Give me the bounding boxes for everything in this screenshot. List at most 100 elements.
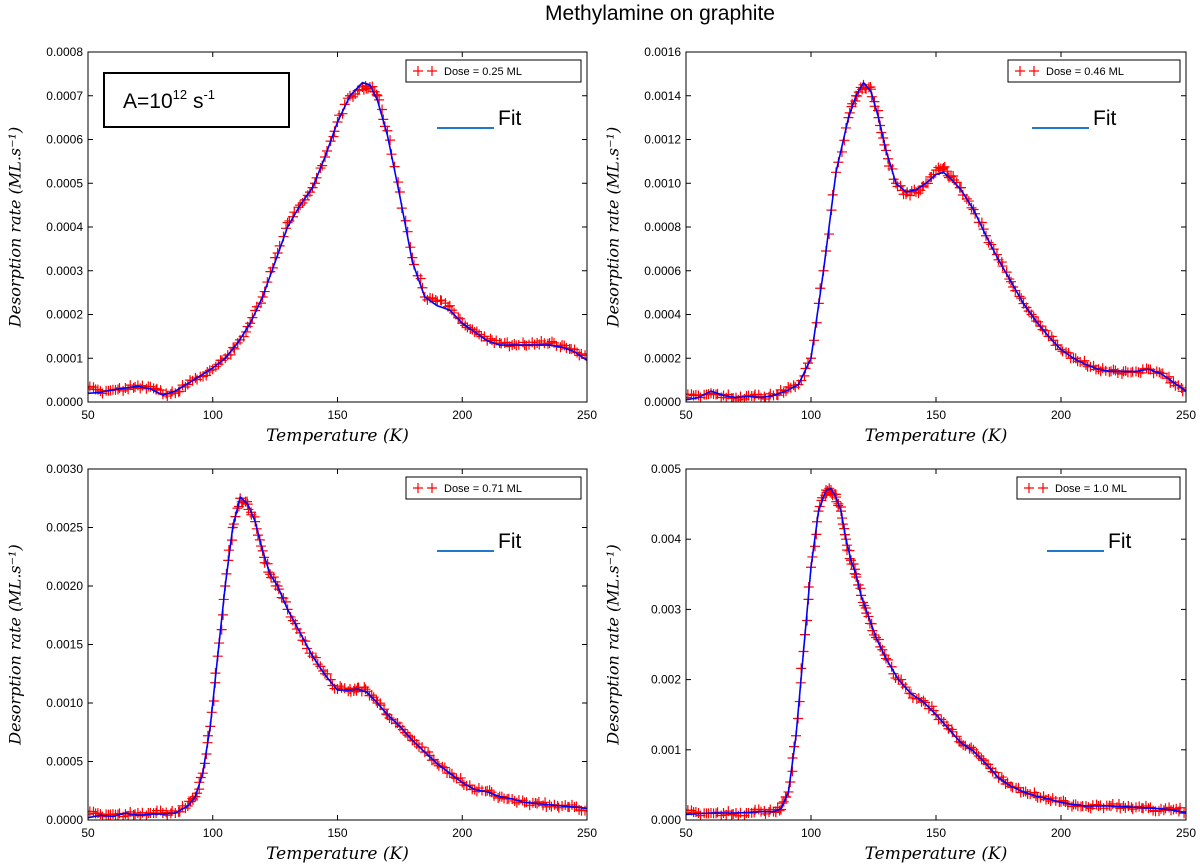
data-point <box>385 135 396 146</box>
data-point <box>939 161 950 172</box>
data-point <box>1113 798 1124 809</box>
data-point <box>449 307 460 318</box>
chart-panel-2: 50 100 150 200 250 0.0000 0.0002 0.0004 0.0006 0.… <box>604 45 1197 446</box>
x-tick-label: 250 <box>1176 826 1196 840</box>
x-tick-label: 100 <box>801 408 821 422</box>
data-point <box>1181 386 1186 397</box>
x-tick-label: 150 <box>926 826 946 840</box>
x-tick-label: 50 <box>679 408 693 422</box>
data-point <box>424 750 435 761</box>
y-axis-label: Desorption rate (ML.s⁻¹) <box>604 544 623 745</box>
fit-legend-label: Fit <box>498 530 521 553</box>
fit-line <box>686 81 1186 401</box>
y-tick-label: 0.0006 <box>46 133 83 147</box>
x-tick-label: 50 <box>81 826 95 840</box>
legend-marker <box>1029 66 1039 76</box>
data-point <box>579 805 587 816</box>
legend-marker <box>427 66 437 76</box>
legend-box <box>405 59 582 83</box>
x-axis-label: Temperature (K) <box>266 844 409 864</box>
data-point <box>374 94 385 105</box>
y-tick-label: 0.0025 <box>46 521 83 535</box>
data-point <box>88 382 99 393</box>
data-point <box>686 807 691 818</box>
data-point <box>728 808 739 819</box>
x-tick-label: 250 <box>1176 408 1196 422</box>
prefactor-annotation: A=1012 s-1 <box>103 72 290 128</box>
data-point <box>951 731 962 742</box>
prefactor-base: A=10 <box>123 90 173 113</box>
x-tick-label: 250 <box>577 826 597 840</box>
plot-area <box>686 483 1186 820</box>
data-point <box>1153 806 1164 817</box>
y-tick-label: 0.0000 <box>46 395 83 409</box>
plot-area <box>88 493 587 820</box>
y-axis-label: Desorption rate (ML.s⁻¹) <box>604 127 623 328</box>
chart-panel-4: 50 100 150 200 250 0.000 0.001 0.002 0.003 0.004 0… <box>604 462 1197 864</box>
legend-box <box>1007 59 1181 83</box>
plot-area <box>686 79 1186 402</box>
data-point <box>384 713 395 724</box>
data-point <box>1083 802 1094 813</box>
data-point <box>947 726 958 737</box>
y-tick-label: 0.0008 <box>46 45 83 59</box>
y-tick-label: 0.0014 <box>644 89 681 103</box>
data-point <box>88 809 93 820</box>
y-tick-label: 0.003 <box>651 602 681 616</box>
legend: Dose = 1.0 ML <box>1016 476 1181 500</box>
x-tick-label: 150 <box>327 826 347 840</box>
prefactor-text: A=1012 s-1 <box>123 87 215 113</box>
data-point <box>448 772 459 783</box>
y-tick-label: 0.0003 <box>46 264 83 278</box>
data-point <box>948 171 959 182</box>
y-tick-label: 0.001 <box>651 743 681 757</box>
data-point <box>905 190 916 201</box>
y-tick-label: 0.0010 <box>46 696 83 710</box>
data-point <box>1110 365 1121 376</box>
data-point <box>229 343 240 354</box>
y-tick-label: 0.0008 <box>644 220 681 234</box>
plot-area <box>88 80 587 402</box>
data-point <box>686 389 697 400</box>
y-tick-label: 0.0001 <box>46 351 83 365</box>
y-tick-label: 0.0000 <box>644 395 681 409</box>
x-tick-label: 50 <box>81 408 95 422</box>
x-tick-label: 150 <box>327 408 347 422</box>
legend-marker <box>413 483 423 493</box>
y-tick-label: 0.004 <box>651 532 681 546</box>
data-point <box>574 804 585 815</box>
x-tick-label: 100 <box>203 826 223 840</box>
x-tick-label: 200 <box>452 408 472 422</box>
y-tick-label: 0.000 <box>651 813 681 827</box>
y-tick-label: 0.0012 <box>644 133 681 147</box>
data-point <box>566 799 577 810</box>
legend-box <box>1016 476 1181 500</box>
data-point <box>377 104 388 115</box>
fit-legend-label: Fit <box>1108 530 1131 553</box>
data-point <box>983 759 994 770</box>
data-point <box>895 180 906 191</box>
data-point <box>454 313 465 324</box>
fit-line <box>686 487 1186 816</box>
data-point <box>1140 800 1151 811</box>
data-point <box>920 697 931 708</box>
data-point <box>1033 316 1044 327</box>
data-point <box>1112 367 1123 378</box>
y-axis-label: Desorption rate (ML.s⁻¹) <box>6 544 25 745</box>
x-axis-label: Temperature (K) <box>865 426 1008 446</box>
data-point <box>928 705 939 716</box>
data-point <box>453 312 464 323</box>
data-point <box>444 300 455 311</box>
data-point <box>436 295 447 306</box>
data-point <box>901 189 911 200</box>
legend-label: Dose = 1.0 ML <box>1055 483 1127 495</box>
data-point <box>360 80 371 91</box>
x-tick-label: 200 <box>452 826 472 840</box>
plot-frame <box>685 51 1187 403</box>
data-point <box>379 704 390 715</box>
chart-panel-1: 50 100 150 200 250 0.0000 0.0001 0.0002 0.0003 0.… <box>6 45 598 446</box>
data-point <box>366 690 377 701</box>
fit-line <box>88 81 587 396</box>
fit-legend-label: Fit <box>498 107 521 130</box>
